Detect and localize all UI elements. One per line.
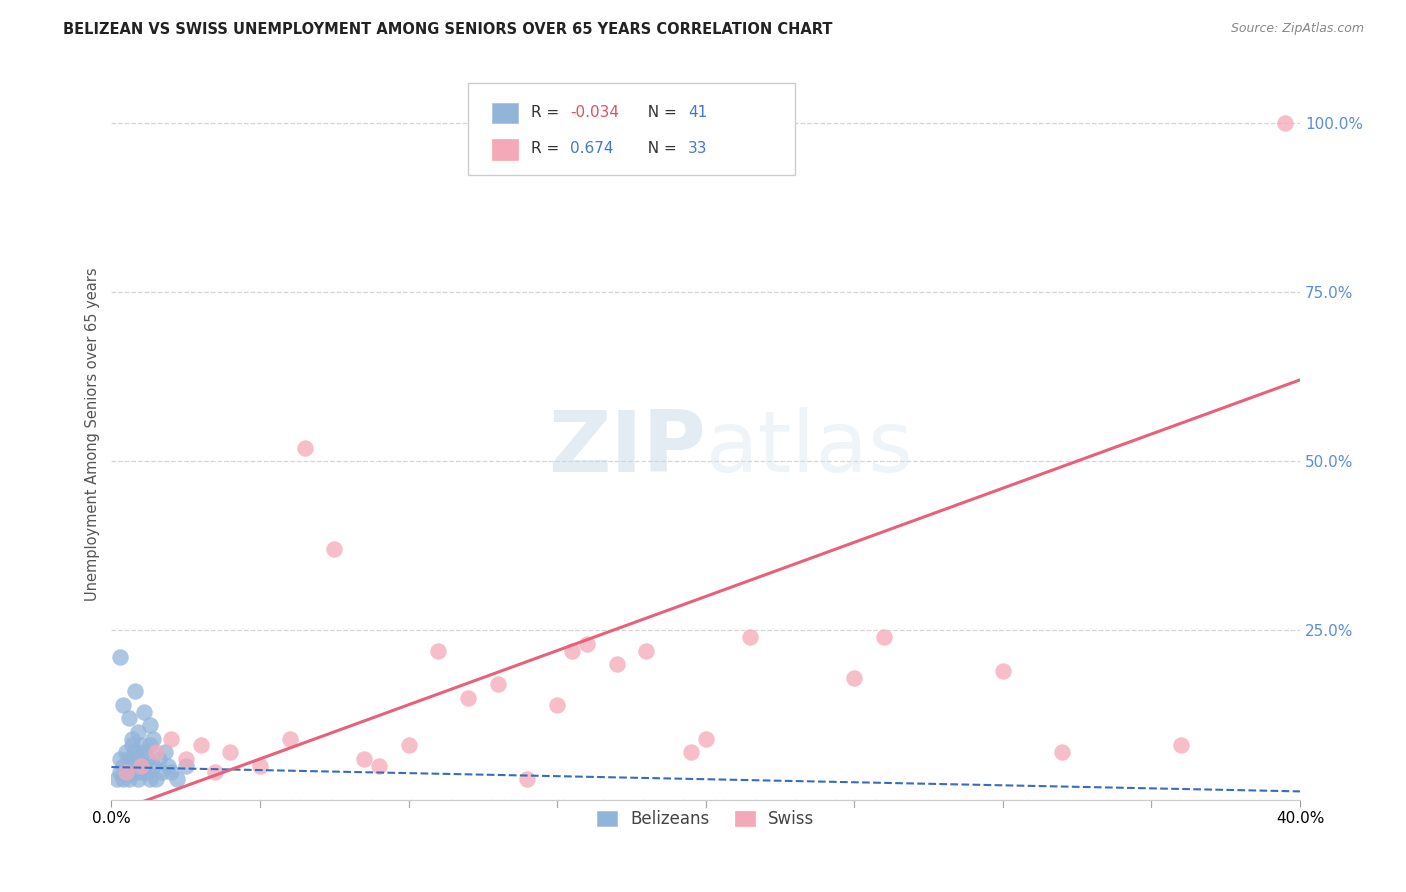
Point	[991, 664, 1014, 678]
Point	[249, 758, 271, 772]
Point	[740, 630, 762, 644]
Point	[323, 542, 346, 557]
FancyBboxPatch shape	[492, 103, 517, 123]
Point	[367, 758, 389, 772]
Point	[160, 765, 183, 780]
Point	[695, 731, 717, 746]
Point	[129, 739, 152, 753]
Y-axis label: Unemployment Among Seniors over 65 years: Unemployment Among Seniors over 65 years	[86, 268, 100, 601]
Point	[145, 745, 167, 759]
Point	[129, 765, 152, 780]
Point	[204, 765, 226, 780]
Point	[132, 745, 155, 759]
Point	[145, 772, 167, 787]
Point	[353, 752, 375, 766]
Point	[121, 739, 143, 753]
Point	[606, 657, 628, 672]
Point	[142, 758, 165, 772]
Point	[127, 724, 149, 739]
Point	[278, 731, 301, 746]
Point	[219, 745, 242, 759]
Point	[105, 772, 128, 787]
Point	[139, 772, 162, 787]
Point	[294, 441, 316, 455]
Point	[115, 765, 138, 780]
Text: 0.674: 0.674	[571, 142, 613, 156]
Point	[132, 758, 155, 772]
Text: N =: N =	[638, 142, 682, 156]
Point	[118, 772, 141, 787]
Point	[142, 731, 165, 746]
Point	[561, 643, 583, 657]
Point	[124, 765, 146, 780]
Point	[127, 772, 149, 787]
Text: -0.034: -0.034	[571, 105, 619, 120]
Point	[1052, 745, 1074, 759]
Point	[110, 650, 132, 665]
Point	[636, 643, 658, 657]
Point	[575, 637, 598, 651]
Point	[844, 671, 866, 685]
Text: N =: N =	[638, 105, 682, 120]
Point	[112, 758, 135, 772]
Text: 33: 33	[688, 142, 707, 156]
Point	[398, 739, 420, 753]
Point	[139, 718, 162, 732]
Point	[129, 758, 152, 772]
Point	[121, 758, 143, 772]
Point	[136, 765, 159, 780]
Point	[1170, 739, 1192, 753]
Point	[124, 745, 146, 759]
Point	[136, 752, 159, 766]
Point	[127, 752, 149, 766]
Point	[110, 765, 132, 780]
Point	[486, 677, 509, 691]
Point	[153, 745, 176, 759]
Point	[516, 772, 538, 787]
Point	[121, 731, 143, 746]
Point	[132, 705, 155, 719]
Point	[118, 711, 141, 725]
Legend: Belizeans, Swiss: Belizeans, Swiss	[591, 804, 821, 835]
Point	[873, 630, 896, 644]
Point	[150, 765, 173, 780]
Point	[115, 765, 138, 780]
Point	[110, 752, 132, 766]
Point	[112, 698, 135, 712]
Point	[427, 643, 450, 657]
Point	[1274, 116, 1296, 130]
Point	[112, 772, 135, 787]
Point	[139, 739, 162, 753]
Point	[190, 739, 212, 753]
FancyBboxPatch shape	[492, 139, 517, 160]
Text: R =: R =	[531, 105, 564, 120]
FancyBboxPatch shape	[468, 83, 794, 175]
Point	[118, 752, 141, 766]
Point	[148, 752, 170, 766]
Point	[679, 745, 702, 759]
Point	[156, 758, 179, 772]
Text: Source: ZipAtlas.com: Source: ZipAtlas.com	[1230, 22, 1364, 36]
Point	[166, 772, 188, 787]
Point	[124, 684, 146, 698]
Point	[174, 752, 197, 766]
Point	[174, 758, 197, 772]
Text: R =: R =	[531, 142, 569, 156]
Point	[160, 731, 183, 746]
Text: 41: 41	[688, 105, 707, 120]
Point	[115, 745, 138, 759]
Point	[457, 691, 479, 706]
Point	[546, 698, 568, 712]
Text: BELIZEAN VS SWISS UNEMPLOYMENT AMONG SENIORS OVER 65 YEARS CORRELATION CHART: BELIZEAN VS SWISS UNEMPLOYMENT AMONG SEN…	[63, 22, 832, 37]
Text: atlas: atlas	[706, 407, 914, 490]
Text: ZIP: ZIP	[548, 407, 706, 490]
